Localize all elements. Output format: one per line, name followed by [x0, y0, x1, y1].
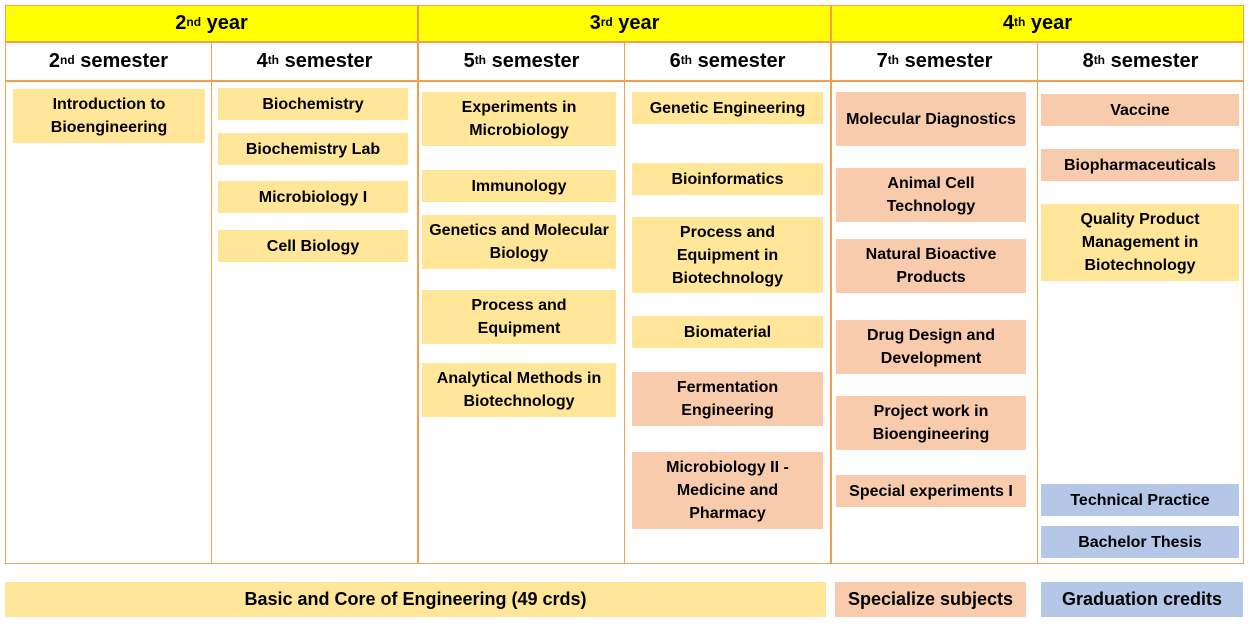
semester-number: 5 [463, 50, 475, 72]
subject-box: Introduction to Bioengineering [13, 89, 205, 143]
semester-number: 6 [669, 50, 681, 72]
year-word: year [1030, 12, 1073, 34]
subject-box: Microbiology II - Medicine and Pharmacy [632, 452, 823, 529]
subject-box: Process and Equipment [422, 290, 616, 344]
semester-column-2 [5, 81, 212, 564]
subject-box: Vaccine [1041, 94, 1239, 126]
semester-number: 7 [876, 50, 888, 72]
subject-box: Technical Practice [1041, 484, 1239, 516]
semester-word: semester [80, 50, 169, 72]
semester-word: semester [697, 50, 786, 72]
subject-box: Drug Design and Development [836, 320, 1026, 374]
subject-box: Molecular Diagnostics [836, 92, 1026, 146]
subject-box: Biochemistry Lab [218, 133, 408, 165]
semester-number: 2 [48, 50, 61, 72]
subject-box: Fermentation Engineering [632, 372, 823, 426]
semester-word: semester [1110, 50, 1199, 72]
subject-box: Process and Equipment in Biotechnology [632, 217, 823, 293]
subject-box: Genetics and Molecular Biology [422, 215, 616, 269]
semester-column-8 [1037, 81, 1244, 564]
subject-box: Immunology [422, 170, 616, 202]
subject-box: Analytical Methods in Biotechnology [422, 363, 616, 417]
subject-box: Quality Product Management in Biotechnol… [1041, 204, 1239, 281]
subject-box: Biomaterial [632, 316, 823, 348]
subject-box: Biopharmaceuticals [1041, 149, 1239, 181]
year-word: year [618, 12, 660, 34]
semester-number: 4 [256, 50, 268, 72]
semester-word: semester [904, 50, 993, 72]
subject-box: Experiments in Microbiology [422, 92, 616, 146]
year-number: 4 [1002, 12, 1015, 34]
legend-basic-core: Basic and Core of Engineering (49 crds) [5, 582, 826, 617]
semester-word: semester [284, 50, 373, 72]
legend-specialize: Specialize subjects [835, 582, 1026, 617]
subject-box: Special experiments I [836, 475, 1026, 507]
semester-column-4 [211, 81, 418, 564]
subject-box: Natural Bioactive Products [836, 239, 1026, 293]
semester-word: semester [491, 50, 580, 72]
subject-box: Cell Biology [218, 230, 408, 262]
subject-box: Animal Cell Technology [836, 168, 1026, 222]
subject-box: Genetic Engineering [632, 92, 823, 124]
legend-graduation: Graduation credits [1041, 582, 1243, 617]
semester-column-6 [624, 81, 831, 564]
subject-box: Bioinformatics [632, 163, 823, 195]
year-word: year [206, 12, 248, 34]
semester-number: 8 [1082, 50, 1094, 72]
year-number: 3 [589, 12, 601, 34]
subject-box: Project work in Bioengineering [836, 396, 1026, 450]
subject-box: Bachelor Thesis [1041, 526, 1239, 558]
year-number: 2 [175, 12, 187, 34]
subject-box: Microbiology I [218, 181, 408, 213]
subject-box: Biochemistry [218, 88, 408, 120]
